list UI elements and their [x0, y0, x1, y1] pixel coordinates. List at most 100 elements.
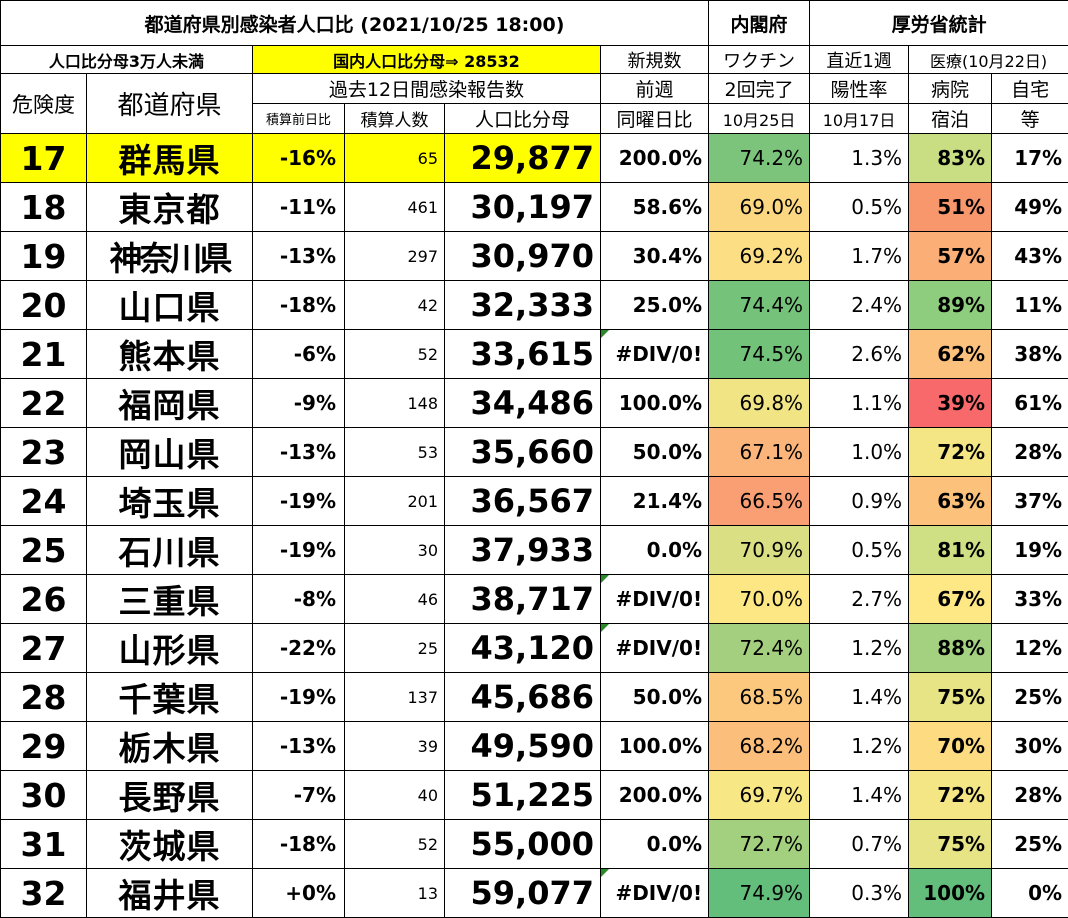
prefecture-cell: 埼玉県: [87, 477, 253, 526]
error-indicator-icon: [601, 624, 609, 632]
header-home-1: 自宅: [992, 74, 1068, 104]
header-risk: 危険度: [1, 74, 87, 134]
header-recent-week: 直近1週: [810, 46, 909, 74]
header-medical: 医療(10月22日): [909, 46, 1068, 74]
total-count-cell: 40: [345, 771, 445, 820]
prev-ratio-cell: -13%: [253, 232, 345, 281]
prev-ratio-cell: +0%: [253, 869, 345, 918]
total-count-cell: 39: [345, 722, 445, 771]
prefecture-cell: 山形県: [87, 624, 253, 673]
positivity-cell: 1.0%: [810, 428, 909, 477]
hospital-rate-cell: 63%: [909, 477, 992, 526]
pop-ratio-cell: 30,197: [445, 183, 601, 232]
prefecture-cell: 長野県: [87, 771, 253, 820]
rank-cell: 29: [1, 722, 87, 771]
positivity-cell: 1.4%: [810, 673, 909, 722]
prev-ratio-cell: -13%: [253, 428, 345, 477]
vaccine-rate-cell: 70.0%: [709, 575, 810, 624]
rank-cell: 25: [1, 526, 87, 575]
rank-cell: 18: [1, 183, 87, 232]
home-rate-cell: 28%: [992, 428, 1068, 477]
rank-cell: 17: [1, 134, 87, 183]
error-indicator-icon: [601, 869, 609, 877]
prev-ratio-cell: -8%: [253, 575, 345, 624]
total-count-cell: 46: [345, 575, 445, 624]
same-day-ratio-cell: 21.4%: [601, 477, 709, 526]
same-day-ratio-cell: 200.0%: [601, 134, 709, 183]
total-count-cell: 52: [345, 330, 445, 379]
vaccine-rate-cell: 66.5%: [709, 477, 810, 526]
same-day-ratio-cell: 0.0%: [601, 820, 709, 869]
positivity-cell: 0.9%: [810, 477, 909, 526]
same-day-ratio-cell: 58.6%: [601, 183, 709, 232]
home-rate-cell: 30%: [992, 722, 1068, 771]
header-positivity: 陽性率: [810, 74, 909, 104]
error-indicator-icon: [601, 575, 609, 583]
total-count-cell: 30: [345, 526, 445, 575]
total-count-cell: 461: [345, 183, 445, 232]
hospital-rate-cell: 67%: [909, 575, 992, 624]
total-count-cell: 297: [345, 232, 445, 281]
hospital-rate-cell: 51%: [909, 183, 992, 232]
vaccine-rate-cell: 68.2%: [709, 722, 810, 771]
header-national-ratio: 国内人口比分母⇒ 28532: [253, 46, 601, 74]
vaccine-rate-cell: 74.5%: [709, 330, 810, 379]
prev-ratio-cell: -19%: [253, 526, 345, 575]
home-rate-cell: 33%: [992, 575, 1068, 624]
positivity-cell: 2.4%: [810, 281, 909, 330]
header-new-cases: 新規数: [601, 46, 709, 74]
rank-cell: 27: [1, 624, 87, 673]
prefecture-cell: 群馬県: [87, 134, 253, 183]
rank-cell: 32: [1, 869, 87, 918]
pop-ratio-cell: 33,615: [445, 330, 601, 379]
prev-ratio-cell: -6%: [253, 330, 345, 379]
pop-ratio-cell: 30,970: [445, 232, 601, 281]
rank-cell: 26: [1, 575, 87, 624]
total-count-cell: 25: [345, 624, 445, 673]
hospital-rate-cell: 81%: [909, 526, 992, 575]
home-rate-cell: 43%: [992, 232, 1068, 281]
same-day-ratio-cell: 30.4%: [601, 232, 709, 281]
pop-ratio-cell: 32,333: [445, 281, 601, 330]
prefecture-cell: 茨城県: [87, 820, 253, 869]
home-rate-cell: 38%: [992, 330, 1068, 379]
prev-ratio-cell: -13%: [253, 722, 345, 771]
home-rate-cell: 25%: [992, 673, 1068, 722]
prev-ratio-cell: -18%: [253, 820, 345, 869]
hospital-rate-cell: 88%: [909, 624, 992, 673]
rank-cell: 31: [1, 820, 87, 869]
pop-ratio-cell: 29,877: [445, 134, 601, 183]
vaccine-rate-cell: 74.2%: [709, 134, 810, 183]
positivity-cell: 2.7%: [810, 575, 909, 624]
positivity-cell: 1.1%: [810, 379, 909, 428]
rank-cell: 22: [1, 379, 87, 428]
table-title: 都道府県別感染者人口比 (2021/10/25 18:00): [1, 1, 709, 46]
hospital-rate-cell: 62%: [909, 330, 992, 379]
total-count-cell: 65: [345, 134, 445, 183]
pop-ratio-cell: 36,567: [445, 477, 601, 526]
rank-cell: 24: [1, 477, 87, 526]
positivity-cell: 0.5%: [810, 183, 909, 232]
rank-cell: 28: [1, 673, 87, 722]
home-rate-cell: 37%: [992, 477, 1068, 526]
total-count-cell: 53: [345, 428, 445, 477]
header-prefecture: 都道府県: [87, 74, 253, 134]
header-oct17: 10月17日: [810, 104, 909, 134]
pop-ratio-cell: 43,120: [445, 624, 601, 673]
same-day-ratio-cell: 50.0%: [601, 428, 709, 477]
hospital-rate-cell: 72%: [909, 428, 992, 477]
vaccine-rate-cell: 72.7%: [709, 820, 810, 869]
vaccine-rate-cell: 74.9%: [709, 869, 810, 918]
